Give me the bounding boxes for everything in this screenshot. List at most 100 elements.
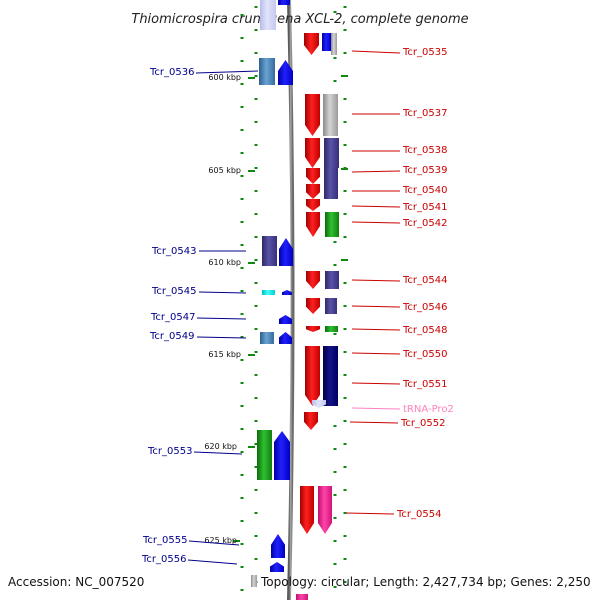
track-dot bbox=[240, 474, 244, 476]
track-dot bbox=[240, 244, 244, 246]
gene-tcr-0545 bbox=[262, 290, 275, 295]
gene-tcr-0539-b bbox=[324, 168, 338, 184]
leader-line-left bbox=[193, 451, 243, 455]
track-dot bbox=[343, 581, 347, 583]
track-dot bbox=[254, 213, 258, 215]
track-marker bbox=[248, 446, 255, 448]
gene-tcr-0549-b bbox=[279, 332, 292, 344]
gene-pink-bottom bbox=[296, 594, 308, 600]
leader-line-right bbox=[351, 170, 401, 173]
gene-tcr-0543 bbox=[262, 236, 277, 266]
track-dot bbox=[343, 213, 347, 215]
gene-tcr-0547 bbox=[279, 315, 292, 324]
track-dot bbox=[343, 144, 347, 146]
track-dot bbox=[254, 282, 258, 284]
gene-label-right: Tcr_0540 bbox=[402, 185, 447, 196]
track-dot bbox=[254, 535, 258, 537]
gene-tcr-0550-b bbox=[323, 346, 338, 406]
track-marker bbox=[233, 540, 240, 542]
track-dot bbox=[343, 190, 347, 192]
leader-line-left bbox=[195, 70, 259, 74]
track-marker bbox=[248, 354, 255, 356]
leader-line-right bbox=[345, 512, 395, 515]
gene-tcr-0555 bbox=[271, 534, 285, 558]
leader-line-right bbox=[351, 352, 401, 355]
track-dot bbox=[240, 589, 244, 591]
track-dot bbox=[343, 282, 347, 284]
gene-label-left: Tcr_0553 bbox=[147, 446, 192, 457]
leader-line-right bbox=[351, 279, 401, 282]
gene-tcr-0546 bbox=[306, 298, 320, 314]
track-dot bbox=[254, 420, 258, 422]
gene-label-right: Tcr_0537 bbox=[402, 108, 447, 119]
track-dot bbox=[240, 106, 244, 108]
gene-tcr-0553-b bbox=[274, 431, 290, 480]
gene-tcr-0542-b bbox=[325, 212, 339, 237]
track-dot bbox=[240, 83, 244, 85]
gene-tcr-0538 bbox=[305, 138, 320, 168]
gene-label-right: Tcr_0539 bbox=[402, 165, 447, 176]
gene-label-right: Tcr_0552 bbox=[400, 418, 445, 429]
track-dot bbox=[240, 428, 244, 430]
gene-tcr-0538-b bbox=[324, 138, 339, 168]
gene-tcr-0542 bbox=[306, 212, 320, 237]
track-dot bbox=[333, 264, 337, 266]
leader-line-right bbox=[351, 328, 401, 331]
track-dot bbox=[254, 489, 258, 491]
track-dot bbox=[343, 6, 347, 8]
gene-label-right: Tcr_0550 bbox=[402, 349, 447, 360]
track-dot bbox=[240, 543, 244, 545]
track-dot bbox=[254, 121, 258, 123]
leader-line-left bbox=[188, 540, 240, 546]
track-dot bbox=[254, 190, 258, 192]
tick-label: 610 kbp bbox=[208, 258, 241, 267]
track-dot bbox=[333, 425, 337, 427]
gene-blue-0535 bbox=[322, 33, 331, 51]
track-dot bbox=[254, 397, 258, 399]
gene-trna-pro2 bbox=[312, 400, 326, 408]
gene-tcr-0544 bbox=[306, 271, 320, 289]
track-dot bbox=[333, 448, 337, 450]
track-dot bbox=[254, 328, 258, 330]
track-dot bbox=[240, 405, 244, 407]
track-dot bbox=[333, 11, 337, 13]
track-dot bbox=[254, 374, 258, 376]
track-marker bbox=[248, 77, 255, 79]
gene-label-right: Tcr_0538 bbox=[402, 145, 447, 156]
tick-label: 625 kbp bbox=[204, 536, 237, 545]
gene-tcr-0552 bbox=[304, 412, 318, 430]
track-dot bbox=[343, 558, 347, 560]
track-dot bbox=[343, 351, 347, 353]
gene-label-left: Tcr_0549 bbox=[149, 331, 194, 342]
track-dot bbox=[333, 540, 337, 542]
track-dot bbox=[254, 512, 258, 514]
track-dot bbox=[254, 6, 258, 8]
gene-gray-0535 bbox=[331, 33, 337, 55]
tick-label: 605 kbp bbox=[208, 166, 241, 175]
gene-tcr-0539 bbox=[306, 168, 320, 184]
gene-tcr-0536 bbox=[259, 58, 275, 85]
track-marker bbox=[248, 170, 255, 172]
track-dot bbox=[254, 75, 258, 77]
leader-line-right bbox=[351, 221, 401, 224]
gene-label-right: tRNA-Pro2 bbox=[403, 404, 454, 415]
leader-line-right bbox=[349, 421, 399, 424]
leader-line-right bbox=[351, 382, 401, 385]
track-dot bbox=[343, 374, 347, 376]
track-dot bbox=[333, 563, 337, 565]
track-dot bbox=[333, 586, 337, 588]
gene-tcr-0544-b bbox=[325, 271, 339, 289]
gene-label-right: Tcr_0544 bbox=[402, 275, 447, 286]
leader-line-left bbox=[196, 336, 247, 339]
gene-tcr-0548 bbox=[306, 326, 320, 332]
track-dot bbox=[240, 267, 244, 269]
gene-label-right: Tcr_0546 bbox=[402, 302, 447, 313]
gene-gray-bottom bbox=[251, 575, 257, 587]
track-dot bbox=[343, 29, 347, 31]
gene-tcr-0540-b bbox=[324, 184, 338, 199]
leader-line-left bbox=[196, 317, 247, 320]
track-marker bbox=[341, 75, 348, 77]
track-dot bbox=[333, 241, 337, 243]
